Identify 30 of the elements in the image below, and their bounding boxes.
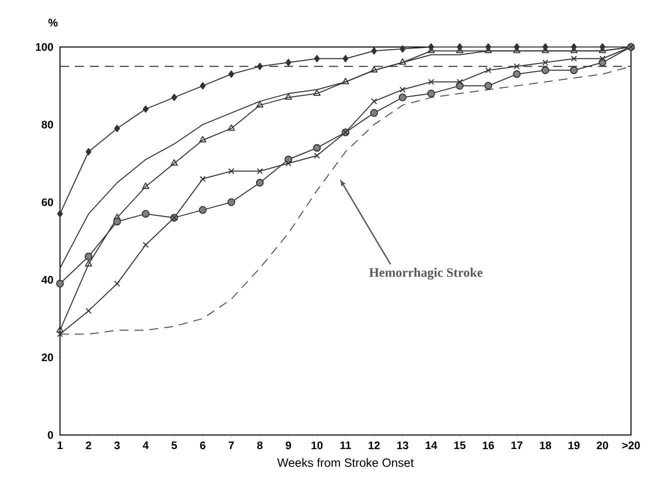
x-tick-label: 14: [426, 442, 438, 450]
x-tick-label: 2: [86, 442, 92, 450]
x-tick-label: 17: [511, 442, 522, 450]
y-tick-label: 80: [42, 120, 54, 128]
x-tick-label: 16: [482, 442, 494, 450]
y-axis-title: %: [48, 18, 58, 26]
annotation: Hemorrhagic Stroke: [369, 268, 482, 280]
x-tick-label: 19: [568, 442, 580, 450]
x-tick-label: >20: [622, 442, 640, 450]
x-tick-label: 10: [312, 442, 323, 450]
x-tick-label: 15: [454, 442, 466, 450]
y-tick-label: 0: [48, 431, 54, 439]
x-tick-label: 20: [596, 442, 608, 450]
y-tick-label: 40: [41, 276, 54, 284]
x-tick-label: 11: [340, 442, 351, 450]
x-tick-label: 9: [286, 442, 292, 450]
y-tick-label: 20: [42, 354, 54, 362]
x-tick-label: 1: [58, 442, 63, 450]
x-tick-label: 7: [228, 442, 234, 450]
x-tick-label: 6: [200, 442, 206, 450]
x-tick-label: 4: [142, 442, 149, 450]
x-tick-label: 3: [114, 442, 120, 450]
y-tick-label: 60: [42, 198, 54, 206]
y-tick-label: 100: [36, 43, 54, 51]
x-tick-label: 8: [257, 442, 263, 450]
x-tick-label: 18: [540, 442, 552, 450]
x-tick-label: 12: [368, 442, 380, 450]
x-axis-title: Weeks from Stroke Onset: [277, 458, 414, 467]
x-tick-label: 5: [172, 442, 177, 450]
x-tick-label: 13: [397, 442, 408, 450]
